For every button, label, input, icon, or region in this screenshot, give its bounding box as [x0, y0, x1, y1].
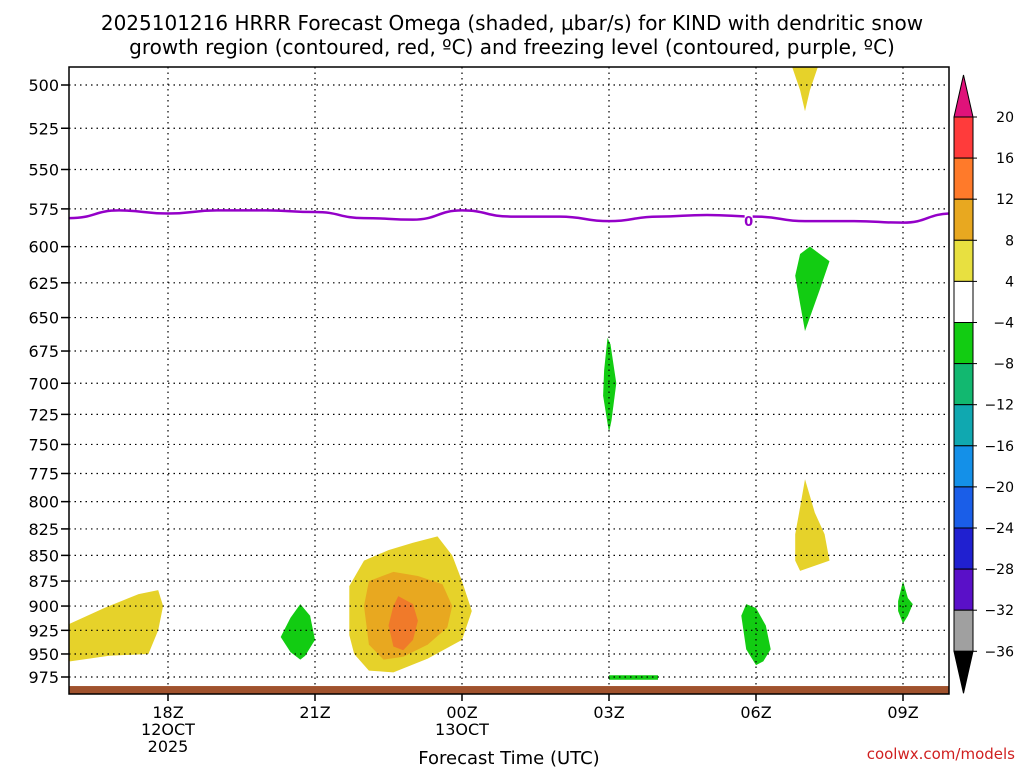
y-tick-label-900: 900 — [28, 597, 59, 616]
omega-region-yellow-cell-18z — [69, 590, 164, 662]
y-tick-label-550: 550 — [28, 160, 59, 179]
y-tick-label-925: 925 — [28, 621, 59, 640]
colorbar-top-arrow — [953, 74, 974, 118]
colorbar-label-1: 16 — [996, 151, 1014, 167]
omega-region-green-cell-03z-mid — [603, 337, 617, 433]
omega-region-yellow-cell-07z-upper — [792, 67, 818, 112]
colorbar-label-3: 8 — [1005, 233, 1014, 249]
colorbar-label-5: −4 — [993, 316, 1014, 332]
colorbar-label-12: −32 — [984, 603, 1014, 619]
credit-text: coolwx.com/models — [867, 745, 1015, 763]
x-tick-label-24-1: 13OCT — [435, 720, 489, 739]
colorbar-box-10 — [953, 527, 974, 570]
colorbar-box-12 — [953, 609, 974, 652]
plot-frame — [68, 66, 950, 695]
colorbar-box-2 — [953, 198, 974, 241]
omega-region-green-cell-09z — [898, 581, 913, 624]
colorbar-box-4 — [953, 280, 974, 323]
x-tick-label-27-0: 03Z — [593, 703, 624, 722]
colorbar-label-7: −12 — [984, 398, 1014, 414]
colorbar-label-4: 4 — [1005, 274, 1014, 290]
colorbar-box-11 — [953, 568, 974, 611]
x-tick-label-21-0: 21Z — [299, 703, 330, 722]
terrain-strip — [69, 686, 949, 694]
y-tick-label-875: 875 — [28, 572, 59, 591]
omega-region-red-cell-22z — [388, 596, 418, 651]
colorbar-label-8: −16 — [984, 439, 1014, 455]
omega-shading-layer — [69, 67, 913, 680]
colorbar-label-2: 12 — [996, 192, 1014, 208]
colorbar-box-6 — [953, 363, 974, 406]
colorbar-label-10: −24 — [984, 521, 1014, 537]
colorbar-bottom-arrow — [953, 650, 974, 694]
y-tick-label-825: 825 — [28, 520, 59, 539]
freezing-level-label: 0 — [744, 215, 753, 230]
x-tick-label-18-0: 18Z — [152, 703, 183, 722]
y-tick-label-525: 525 — [28, 119, 59, 138]
y-tick-label-750: 750 — [28, 435, 59, 454]
y-tick-label-950: 950 — [28, 645, 59, 664]
y-axis-pressure: 500 525 550 575 600 625 650 675 700 725 750 775 800 8… — [28, 76, 69, 687]
y-tick-label-800: 800 — [28, 493, 59, 512]
freezing-level-label-bg — [744, 213, 753, 227]
terrain-layer — [69, 686, 949, 694]
grid-lines — [69, 67, 949, 694]
x-tick-label-18-2: 2025 — [148, 737, 189, 756]
chart-title-line-1: 2025101216 HRRR Forecast Omega (shaded, … — [101, 11, 923, 35]
y-tick-label-675: 675 — [28, 342, 59, 361]
freezing-level-layer: 0 — [69, 209, 949, 230]
colorbar-label-6: −8 — [993, 357, 1014, 373]
chart-title-line-2: growth region (contoured, red, ºC) and f… — [129, 35, 895, 59]
y-tick-label-500: 500 — [28, 76, 59, 95]
x-tick-label-33-0: 09Z — [887, 703, 918, 722]
colorbar: 20 16 12 8 4 −4 −8 −12 −16 −20 −24 −28 −32 −36 — [953, 74, 1014, 694]
colorbar-box-5 — [953, 322, 974, 365]
y-tick-label-725: 725 — [28, 405, 59, 424]
x-tick-label-30-0: 06Z — [740, 703, 771, 722]
y-tick-label-775: 775 — [28, 464, 59, 483]
colorbar-box-1 — [953, 157, 974, 200]
colorbar-label-0: 20 — [996, 110, 1014, 126]
y-tick-label-625: 625 — [28, 274, 59, 293]
colorbar-box-8 — [953, 445, 974, 488]
colorbar-box-0 — [953, 116, 974, 159]
y-tick-label-650: 650 — [28, 309, 59, 328]
colorbar-box-9 — [953, 486, 974, 529]
y-tick-label-850: 850 — [28, 546, 59, 565]
omega-region-green-cell-07z — [795, 246, 830, 332]
omega-region-green-cell-20z — [280, 604, 315, 660]
x-tick-label-18-1: 12OCT — [141, 720, 195, 739]
colorbar-box-3 — [953, 239, 974, 282]
y-tick-label-700: 700 — [28, 374, 59, 393]
freezing-level-line — [69, 209, 949, 224]
omega-region-yellow-cell-07z-mid — [795, 479, 830, 571]
x-axis-label: Forecast Time (UTC) — [418, 748, 599, 768]
colorbar-box-7 — [953, 404, 974, 447]
y-tick-label-575: 575 — [28, 200, 59, 219]
y-tick-label-600: 600 — [28, 238, 59, 257]
colorbar-label-11: −28 — [984, 562, 1014, 578]
x-tick-label-24-0: 00Z — [446, 703, 477, 722]
y-tick-label-975: 975 — [28, 668, 59, 687]
colorbar-label-9: −20 — [984, 480, 1014, 496]
colorbar-label-13: −36 — [984, 644, 1014, 660]
omega-region-green-cell-03z-low — [609, 675, 658, 680]
